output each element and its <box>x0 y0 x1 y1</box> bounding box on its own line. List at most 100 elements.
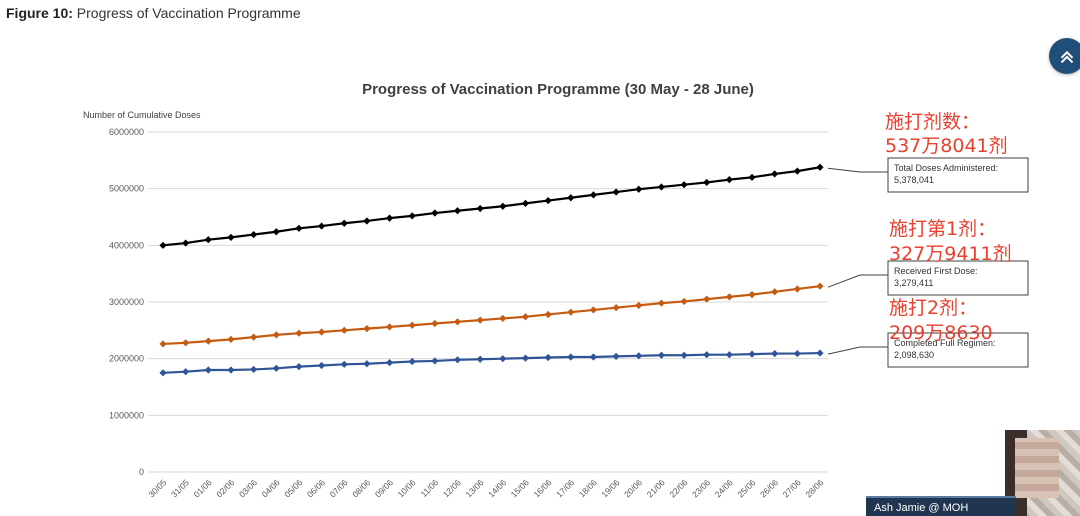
series-1-point <box>589 306 598 314</box>
overlay-note-full-line2: 209万8630 <box>889 322 993 344</box>
presenter-face <box>1015 438 1059 498</box>
presenter-name-bar: Ash Jamie @ MOH <box>866 496 1016 516</box>
y-tick-label: 3000000 <box>109 297 144 307</box>
x-tick-label: 02/06 <box>214 477 236 499</box>
series-1-point <box>816 282 824 290</box>
x-tick-label: 30/05 <box>146 477 168 499</box>
series-0-point <box>725 176 733 184</box>
series-0-point <box>476 204 484 213</box>
series-0-point <box>521 199 530 207</box>
series-2-point <box>771 349 779 358</box>
series-2-point <box>385 359 394 367</box>
series-1-point <box>363 325 371 333</box>
series-0-point <box>159 241 167 249</box>
x-tick-label: 08/06 <box>350 477 372 499</box>
annotation-leader-line <box>827 274 888 288</box>
series-1-point <box>182 339 190 347</box>
figure-label: Figure 10: <box>6 5 73 21</box>
figure-caption-text: Progress of Vaccination Programme <box>76 5 301 21</box>
x-tick-label: 18/06 <box>577 477 599 499</box>
presenter-name: Ash Jamie @ MOH <box>874 502 969 514</box>
annotation-box <box>887 260 1029 296</box>
series-2-point <box>703 351 711 359</box>
series-1-point <box>250 333 258 341</box>
series-1-point <box>295 329 303 337</box>
y-tick-label: 5000000 <box>109 184 144 194</box>
x-tick-label: 26/06 <box>758 477 780 499</box>
series-2-point <box>363 360 371 368</box>
series-2-point <box>250 365 258 374</box>
series-0-point <box>363 217 371 225</box>
x-tick-label: 01/06 <box>192 477 214 499</box>
series-1-point <box>635 301 643 309</box>
series-1-point <box>680 297 688 306</box>
series-0-point <box>567 194 575 202</box>
series-0-point <box>816 163 824 171</box>
x-tick-label: 23/06 <box>690 477 712 499</box>
series-2-point <box>227 366 235 374</box>
y-tick-label: 1000000 <box>109 410 144 420</box>
series-2-point <box>748 350 756 358</box>
series-1-point <box>227 335 235 343</box>
series-0-point <box>499 202 507 210</box>
annotations-group: Total Doses Administered: 5,378,041 Receiv… <box>827 157 1029 368</box>
series-0-point <box>227 233 235 241</box>
series-1-point <box>703 295 711 303</box>
series-1-point <box>793 285 801 293</box>
series-1-point <box>771 288 779 296</box>
series-1-point <box>657 299 666 307</box>
series-2-point <box>725 351 733 359</box>
x-tick-label: 09/06 <box>373 477 395 499</box>
series-2-point <box>816 349 824 357</box>
x-tick-label: 25/06 <box>735 477 757 499</box>
y-tick-label: 4000000 <box>109 240 144 250</box>
series-2-point <box>317 361 326 370</box>
x-tick-label: 31/05 <box>169 477 191 499</box>
series-0-point <box>748 173 756 181</box>
y-axis-ticks: 0 1000000 2000000 3000000 4000000 5000000 6000… <box>109 127 144 477</box>
y-tick-label: 6000000 <box>109 127 144 137</box>
annotation-value: 3,279,411 <box>894 278 933 288</box>
annotation-label: Received First Dose: <box>894 266 978 276</box>
annotation-label: Total Doses Administered: <box>894 163 998 173</box>
series-0-point <box>408 212 416 220</box>
series-2-point <box>567 353 575 361</box>
series-line-0 <box>162 166 821 247</box>
series-line-2 <box>162 351 821 374</box>
y-axis-label: Number of Cumulative Doses <box>83 110 201 120</box>
annotation-value: 2,098,630 <box>894 350 934 360</box>
series-1-point <box>612 304 620 312</box>
series-0-point <box>771 170 779 178</box>
series-0-point <box>182 239 190 247</box>
series-2-point <box>272 364 280 372</box>
series-1-point <box>340 326 348 334</box>
series-2-point <box>657 351 666 359</box>
x-tick-label: 07/06 <box>328 477 350 499</box>
series-1-point <box>385 323 394 331</box>
scroll-to-top-button[interactable] <box>1049 38 1080 74</box>
series-1-point <box>521 313 530 321</box>
series-0-point <box>680 181 688 189</box>
annotation-box <box>887 332 1029 368</box>
series-line-1 <box>162 285 821 346</box>
x-tick-label: 20/06 <box>622 477 644 499</box>
series-2-point <box>340 360 348 368</box>
series-0-point <box>431 209 439 217</box>
x-tick-label: 03/06 <box>237 477 259 499</box>
overlay-note-first-dose: 施打第1剂： 327万9411剂 <box>889 218 1012 265</box>
series-0-point <box>340 219 348 227</box>
series-2-point <box>793 349 801 358</box>
overlay-note-first-line1: 施打第1剂： <box>889 218 996 240</box>
series-2-point <box>453 356 462 364</box>
x-axis-ticks: 30/05 31/05 01/06 02/06 03/06 04/06 05/06 06/06… <box>146 477 825 499</box>
x-tick-label: 24/06 <box>713 477 735 499</box>
series-2-point <box>431 357 439 365</box>
overlay-note-full-regimen: 施打2剂： 209万8630 <box>889 297 993 344</box>
series-1-point <box>453 318 462 326</box>
series-0-point <box>295 224 303 232</box>
annotation-leader-line <box>827 346 888 355</box>
series-2-point <box>408 357 416 366</box>
series-1-point <box>408 321 416 329</box>
chart-title: Progress of Vaccination Programme (30 Ma… <box>362 81 754 98</box>
